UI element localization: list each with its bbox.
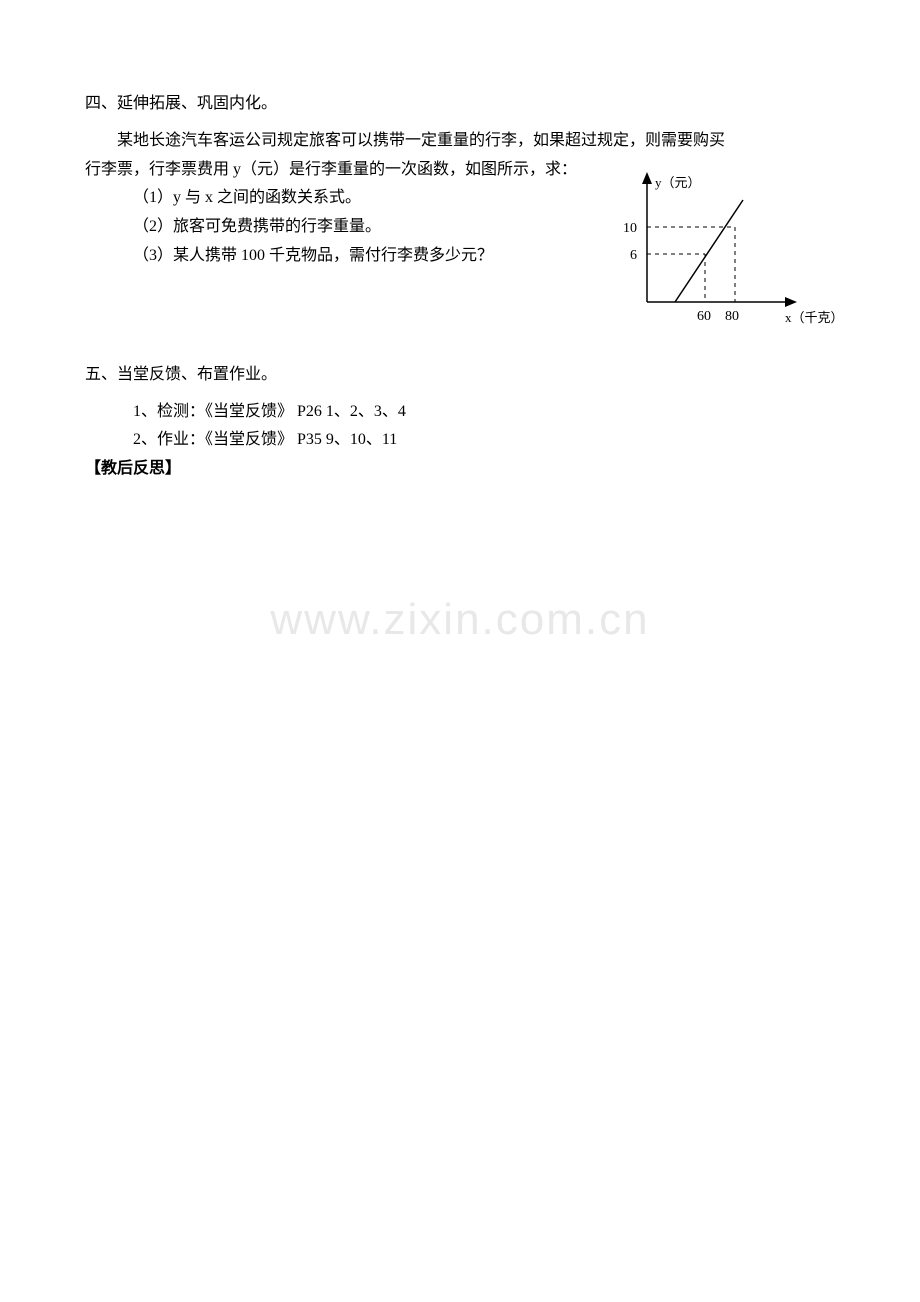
watermark: www.zixin.com.cn (270, 595, 649, 645)
section-four-title: 四、延伸拓展、巩固内化。 (85, 90, 835, 119)
section-five-title: 五、当堂反馈、布置作业。 (85, 361, 835, 390)
section-five: 五、当堂反馈、布置作业。 1、检测：《当堂反馈》 P26 1、2、3、4 2、作… (85, 361, 835, 455)
line-chart: y（元） x（千克） 10 6 60 80 (615, 172, 845, 352)
section-four: 四、延伸拓展、巩固内化。 某地长途汽车客运公司规定旅客可以携带一定重量的行李，如… (85, 90, 835, 271)
section-four-intro-1: 某地长途汽车客运公司规定旅客可以携带一定重量的行李，如果超过规定，则需要购买 (85, 127, 835, 156)
y-axis-arrow (642, 172, 652, 184)
y-axis-label: y（元） (655, 175, 701, 190)
section-five-item1: 1、检测：《当堂反馈》 P26 1、2、3、4 (133, 398, 835, 427)
y-tick-6: 6 (630, 248, 637, 263)
function-line (675, 200, 743, 302)
section-five-item2: 2、作业：《当堂反馈》 P35 9、10、11 (133, 426, 835, 455)
chart-svg: y（元） x（千克） 10 6 60 80 (615, 172, 845, 352)
x-axis-label: x（千克） (785, 310, 844, 325)
reflection-label: 【教后反思】 (85, 455, 835, 484)
y-tick-10: 10 (623, 221, 637, 236)
x-tick-60: 60 (697, 309, 711, 324)
x-tick-80: 80 (725, 309, 739, 324)
x-axis-arrow (785, 297, 797, 307)
